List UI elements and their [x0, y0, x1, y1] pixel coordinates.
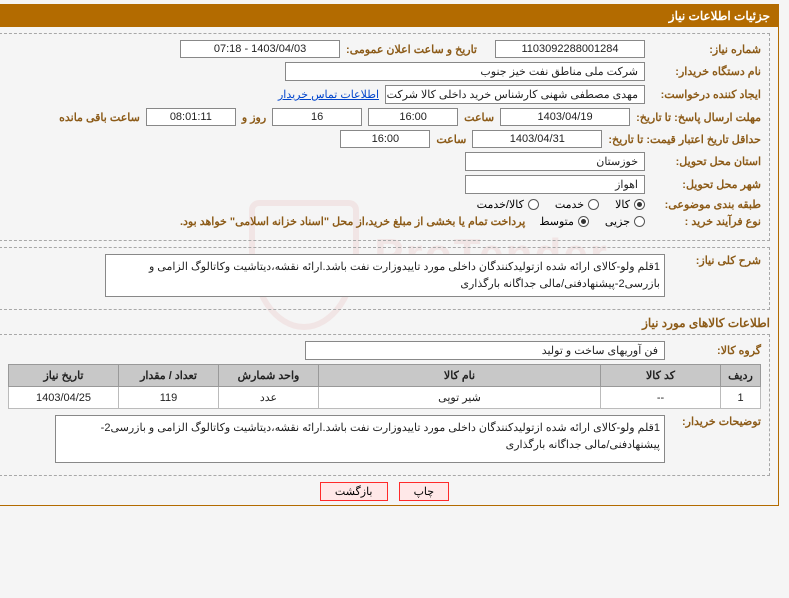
table-cell: 119: [119, 387, 219, 409]
label-need-number: شماره نیاز:: [651, 43, 761, 56]
announce-dt-field: 1403/04/03 - 07:18: [180, 40, 340, 58]
radio-label: جزیی: [605, 215, 630, 228]
items-section-title: اطلاعات کالاهای مورد نیاز: [0, 316, 770, 330]
label-category: طبقه بندی موضوعی:: [651, 198, 761, 211]
radio-label: کالا/خدمت: [477, 198, 524, 211]
label-requester: ایجاد کننده درخواست:: [651, 88, 761, 101]
radio-icon: [578, 216, 589, 227]
table-cell: --: [601, 387, 721, 409]
radio-icon: [634, 199, 645, 210]
items-col-header: ردیف: [721, 365, 761, 387]
radio-icon: [588, 199, 599, 210]
label-buy-type: نوع فرآیند خرید :: [651, 215, 761, 228]
reply-time-field: 16:00: [368, 108, 458, 126]
label-time-left: ساعت باقی مانده: [59, 111, 140, 124]
label-desc: شرح کلی نیاز:: [671, 254, 761, 267]
info-fieldset: شماره نیاز: 1103092288001284 تاریخ و ساع…: [0, 33, 770, 241]
category-radio-group: کالا خدمت کالا/خدمت: [477, 198, 645, 211]
buytype-option-1[interactable]: متوسط: [539, 215, 589, 228]
table-cell: عدد: [219, 387, 319, 409]
radio-icon: [634, 216, 645, 227]
back-button[interactable]: بازگشت: [320, 482, 388, 501]
province-field: خوزستان: [465, 152, 645, 171]
buytype-option-0[interactable]: جزیی: [605, 215, 645, 228]
buyer-notes-field: 1قلم ولو-کالای ارائه شده ازتولیدکنندگان …: [55, 415, 665, 463]
buyer-contact-link[interactable]: اطلاعات تماس خریدار: [278, 88, 379, 101]
label-buyer-notes: توضیحات خریدار:: [671, 415, 761, 428]
label-goods-group: گروه کالا:: [671, 344, 761, 357]
items-col-header: تعداد / مقدار: [119, 365, 219, 387]
city-field: اهواز: [465, 175, 645, 194]
label-buyer-org: نام دستگاه خریدار:: [651, 65, 761, 78]
valid-time-field: 16:00: [340, 130, 430, 148]
radio-label: کالا: [615, 198, 630, 211]
table-row: 1--شیر توپیعدد1191403/04/25: [9, 387, 761, 409]
items-col-header: واحد شمارش: [219, 365, 319, 387]
description-fieldset: شرح کلی نیاز: 1قلم ولو-کالای ارائه شده ا…: [0, 247, 770, 310]
label-announce-dt: تاریخ و ساعت اعلان عمومی:: [346, 43, 477, 56]
buytype-radio-group: جزیی متوسط: [539, 215, 645, 228]
label-reply-until: مهلت ارسال پاسخ: تا تاریخ:: [636, 111, 761, 124]
label-valid-until: حداقل تاریخ اعتبار قیمت: تا تاریخ:: [608, 133, 761, 146]
category-option-0[interactable]: کالا: [615, 198, 645, 211]
radio-icon: [528, 199, 539, 210]
print-button[interactable]: چاپ: [399, 482, 450, 501]
goods-group-field: فن آوریهای ساخت و تولید: [305, 341, 665, 360]
buyer-org-field: شرکت ملی مناطق نفت خیز جنوب: [285, 62, 645, 81]
table-cell: 1403/04/25: [9, 387, 119, 409]
label-city: شهر محل تحویل:: [651, 178, 761, 191]
radio-label: خدمت: [555, 198, 584, 211]
days-left-field: 16: [272, 108, 362, 126]
buy-type-note: پرداخت تمام یا بخشی از مبلغ خرید،از محل …: [180, 215, 525, 228]
valid-date-field: 1403/04/31: [472, 130, 602, 148]
countdown-field: 08:01:11: [146, 108, 236, 126]
page-title: جزئیات اطلاعات نیاز: [0, 5, 778, 27]
description-field: 1قلم ولو-کالای ارائه شده ازتولیدکنندگان …: [105, 254, 665, 297]
items-col-header: نام کالا: [319, 365, 601, 387]
radio-label: متوسط: [539, 215, 574, 228]
requester-field: مهدی مصطفی شهنی کارشناس خرید داخلی کالا …: [385, 85, 645, 104]
category-option-2[interactable]: کالا/خدمت: [477, 198, 539, 211]
label-time-1: ساعت: [464, 111, 494, 124]
table-cell: شیر توپی: [319, 387, 601, 409]
label-days-and: روز و: [242, 111, 266, 124]
items-col-header: کد کالا: [601, 365, 721, 387]
reply-date-field: 1403/04/19: [500, 108, 630, 126]
category-option-1[interactable]: خدمت: [555, 198, 599, 211]
table-cell: 1: [721, 387, 761, 409]
need-number-field: 1103092288001284: [495, 40, 645, 58]
items-fieldset: گروه کالا: فن آوریهای ساخت و تولید ردیفک…: [0, 334, 770, 476]
items-table: ردیفکد کالانام کالاواحد شمارشتعداد / مقد…: [8, 364, 761, 409]
label-province: استان محل تحویل:: [651, 155, 761, 168]
items-col-header: تاریخ نیاز: [9, 365, 119, 387]
label-time-2: ساعت: [436, 133, 466, 146]
